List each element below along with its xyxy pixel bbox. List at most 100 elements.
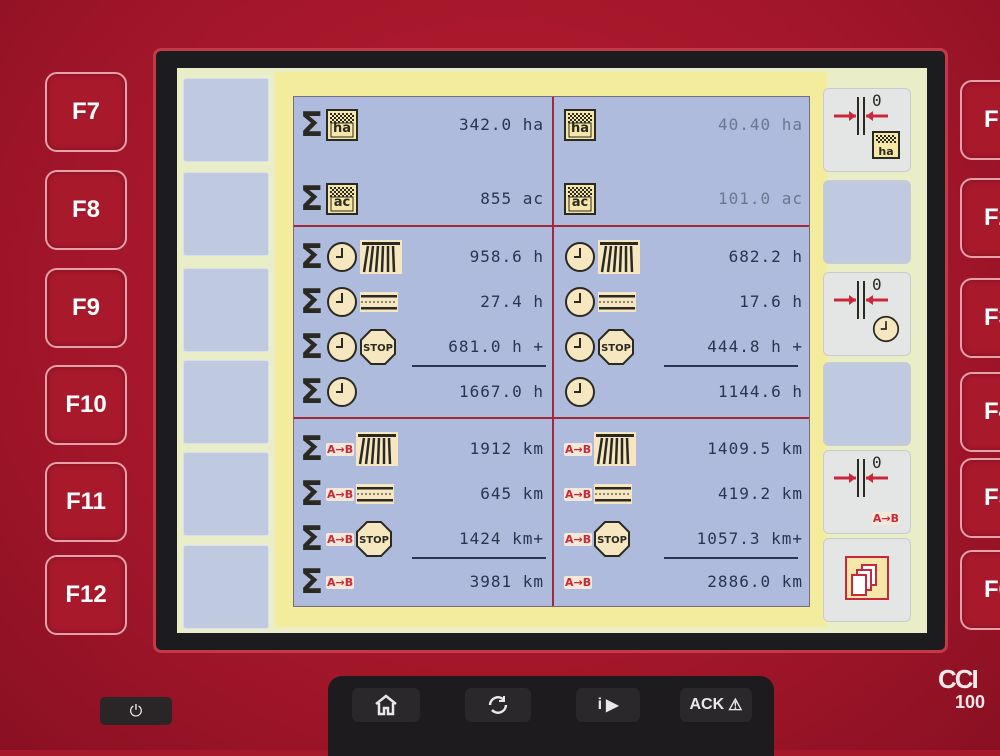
boom-transport-icon [360, 292, 398, 312]
a-to-b-icon: A→B [564, 532, 593, 546]
boom-working-icon [594, 432, 637, 466]
boom-working-icon [360, 240, 402, 274]
reset-area-icon: 0 ha [824, 89, 910, 171]
counter-icons: Σ [300, 285, 398, 319]
counter-row: Σ A→B [300, 429, 399, 469]
counter-row: Σ STOP [300, 327, 396, 367]
acre-area-icon: ac [564, 183, 596, 215]
counter-row: Σ [300, 372, 358, 412]
fkey-f7[interactable]: F7 [45, 72, 127, 152]
counter-row [564, 282, 636, 322]
clock-icon [564, 241, 596, 273]
softkey-right-6[interactable] [823, 538, 911, 622]
counter-icons: Σ A→B [300, 432, 399, 466]
counter-icons: ha [564, 109, 596, 141]
a-to-b-icon: A→B [326, 532, 355, 546]
acre-area-icon: ac [326, 183, 358, 215]
a-to-b-icon: A→B [326, 442, 355, 456]
softkey-right-1[interactable]: 0 ha [823, 88, 911, 172]
sigma-icon: Σ [300, 474, 324, 514]
fkey-f1[interactable]: F1 [960, 80, 1000, 160]
counter-row: A→B [564, 474, 633, 514]
boom-working-icon [356, 432, 399, 466]
stop-sign-icon: STOP [360, 329, 396, 365]
counter-icons: STOP [564, 329, 634, 365]
softkey-left-3[interactable] [183, 268, 269, 352]
counter-value: 1409.5 km [707, 439, 803, 458]
clock-icon [326, 286, 358, 318]
fkey-f10[interactable]: F10 [45, 365, 127, 445]
a-to-b-icon: A→B [564, 487, 593, 501]
reset-zero-label: 0 [872, 91, 882, 110]
counter-icons: Σ [300, 375, 358, 409]
counter-icons: A→B [564, 484, 633, 504]
softkey-right-5[interactable]: 0 A→B [823, 450, 911, 534]
counter-row: A→B [564, 429, 637, 469]
a-to-b-icon: A→B [326, 575, 355, 589]
fkey-f8[interactable]: F8 [45, 170, 127, 250]
hectare-area-icon: ha [872, 131, 900, 163]
softkey-left-6[interactable] [183, 545, 269, 629]
info-button[interactable]: i ▶ [576, 688, 640, 722]
counter-icons: Σ A→B [300, 562, 355, 602]
refresh-button[interactable] [465, 688, 531, 722]
svg-text:STOP: STOP [363, 343, 393, 354]
info-label: i [597, 696, 603, 713]
ack-button[interactable]: ACK ⚠ [680, 688, 752, 722]
a-to-b-icon: A→B [326, 487, 355, 501]
sigma-icon: Σ [300, 237, 324, 277]
softkey-left-1[interactable] [183, 78, 269, 162]
home-button[interactable] [352, 688, 420, 722]
softkey-left-5[interactable] [183, 452, 269, 536]
home-icon [375, 694, 397, 716]
counter-value: 101.0 ac [717, 189, 803, 208]
softkey-right-4[interactable] [823, 362, 911, 446]
brand-logo: CCI [938, 664, 979, 694]
counter-icons [564, 240, 640, 274]
counter-value: 17.6 h [739, 292, 803, 311]
fkey-f6[interactable]: F6 [960, 550, 1000, 630]
softkey-left-2[interactable] [183, 172, 269, 256]
sigma-icon: Σ [300, 562, 324, 602]
counter-icons [564, 376, 596, 408]
sigma-icon: Σ [300, 105, 324, 145]
clock-icon [872, 315, 900, 347]
counter-icons: Σ A→B [300, 474, 395, 514]
fkey-f3[interactable]: F3 [960, 278, 1000, 358]
counter-value: 1912 km [469, 439, 544, 458]
model-number: 100 [955, 692, 986, 712]
fkey-f5[interactable]: F5 [960, 458, 1000, 538]
softkey-right-2[interactable] [823, 180, 911, 264]
counter-icons: A→B [564, 575, 593, 589]
counter-icons: Σ A→B STOP [300, 521, 393, 557]
clock-icon [564, 286, 596, 318]
counter-icons [564, 286, 636, 318]
unit-label: ac [571, 195, 589, 210]
fkey-f12[interactable]: F12 [45, 555, 127, 635]
fkey-f9[interactable]: F9 [45, 268, 127, 348]
a-to-b-icon: A→B [871, 512, 900, 525]
fkey-f11[interactable]: F11 [45, 462, 127, 542]
counter-value: 681.0 h + [448, 337, 544, 356]
sigma-icon: Σ [300, 327, 324, 367]
counter-value: 682.2 h [728, 247, 803, 266]
power-button[interactable]: ⏻ [100, 697, 172, 725]
fkey-f4[interactable]: F4 [960, 372, 1000, 452]
sum-underline [412, 365, 546, 367]
boom-working-icon [598, 240, 640, 274]
fkey-f2[interactable]: F2 [960, 178, 1000, 258]
sigma-icon: Σ [300, 282, 324, 322]
power-icon: ⏻ [129, 701, 143, 720]
softkey-right-3[interactable]: 0 [823, 272, 911, 356]
copy-pages-icon [824, 539, 910, 621]
softkey-left-4[interactable] [183, 360, 269, 444]
sum-underline [664, 557, 798, 559]
counter-row: STOP [564, 327, 634, 367]
counter-value: 1424 km+ [458, 529, 544, 548]
boom-transport-icon [594, 484, 633, 504]
counter-value: 2886.0 km [707, 572, 803, 591]
clock-icon [326, 376, 358, 408]
